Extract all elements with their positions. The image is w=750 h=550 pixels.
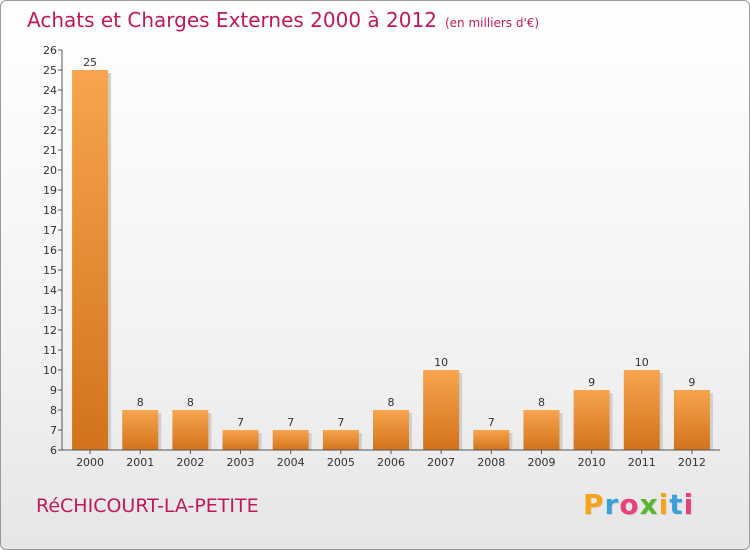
data-label-2000: 25	[83, 56, 97, 69]
bar-2008	[473, 430, 510, 450]
y-tick-label: 8	[50, 404, 57, 417]
logo-letter: r	[604, 488, 620, 521]
x-tick-label: 2011	[628, 456, 656, 469]
bar-2000	[72, 70, 109, 450]
y-tick-label: 7	[50, 424, 57, 437]
y-tick-label: 11	[43, 344, 57, 357]
bar-2003	[222, 430, 259, 450]
chart-title-text: Achats et Charges Externes 2000 à 2012	[27, 8, 437, 32]
y-tick-label: 13	[43, 304, 57, 317]
data-label-2007: 10	[434, 356, 448, 369]
y-tick-label: 9	[50, 384, 57, 397]
bars: 25 8 8 7 7 7 8 10 7 8 9 10 9	[72, 56, 713, 450]
data-label-2009: 8	[538, 396, 545, 409]
y-tick-label: 15	[43, 264, 57, 277]
x-axis: 2000 2001 2002 2003 2004 2005 2006 2007 2008 2009…	[62, 449, 720, 469]
y-tick-label: 17	[43, 224, 57, 237]
x-tick-label: 2007	[427, 456, 455, 469]
y-tick-label: 25	[43, 64, 57, 77]
y-tick-label: 14	[43, 284, 57, 297]
x-tick-label: 2002	[176, 456, 204, 469]
data-label-2002: 8	[187, 396, 194, 409]
x-tick-label: 2003	[227, 456, 255, 469]
y-tick-label: 26	[43, 44, 57, 57]
chart-subtitle: (en milliers d'€)	[444, 16, 540, 30]
logo-letter: i	[683, 488, 695, 521]
proxiti-logo: Proxiti	[583, 488, 694, 521]
y-tick-label: 16	[43, 244, 57, 257]
data-label-2005: 7	[337, 416, 344, 429]
logo-letter: P	[583, 488, 605, 521]
bar-2006	[373, 410, 409, 450]
y-tick-label: 21	[43, 144, 57, 157]
x-tick-label: 2000	[76, 456, 104, 469]
y-tick-label: 20	[43, 164, 57, 177]
bar-2004	[272, 430, 309, 450]
x-tick-label: 2009	[527, 456, 555, 469]
x-tick-label: 2012	[678, 456, 706, 469]
bar-2005	[322, 430, 359, 450]
bar-2001	[122, 410, 159, 450]
logo-letter: o	[619, 488, 640, 521]
logo-letter: x	[639, 488, 659, 521]
bar-2011	[623, 370, 660, 450]
y-tick-label: 24	[43, 84, 57, 97]
bar-2002	[172, 410, 209, 450]
y-tick-label: 6	[50, 444, 57, 457]
data-label-2008: 7	[488, 416, 495, 429]
y-axis: 6 7 8 9 10 11 12 13 14 15 16 17 18 19 20 21 22 23 24 25 26	[43, 44, 63, 457]
data-label-2003: 7	[237, 416, 244, 429]
bar-2007	[423, 370, 460, 450]
bar-2012	[673, 390, 710, 450]
y-tick-label: 10	[43, 364, 57, 377]
data-label-2006: 8	[388, 396, 395, 409]
data-label-2004: 7	[287, 416, 294, 429]
place-name: RéCHICOURT-LA-PETITE	[36, 495, 259, 517]
bar-2009	[523, 410, 560, 450]
logo-letter: i	[658, 488, 670, 521]
y-tick-label: 23	[43, 104, 57, 117]
x-tick-label: 2005	[327, 456, 355, 469]
y-tick-label: 22	[43, 124, 57, 137]
data-label-2011: 10	[635, 356, 649, 369]
data-label-2010: 9	[588, 376, 595, 389]
y-tick-label: 19	[43, 184, 57, 197]
chart-title: Achats et Charges Externes 2000 à 2012 (e…	[27, 8, 539, 32]
bar-2010	[573, 390, 610, 450]
x-tick-label: 2010	[578, 456, 606, 469]
logo-letter: t	[669, 488, 684, 521]
y-tick-label: 18	[43, 204, 57, 217]
y-tick-label: 12	[43, 324, 57, 337]
x-tick-label: 2008	[477, 456, 505, 469]
x-tick-label: 2004	[277, 456, 305, 469]
x-tick-label: 2001	[126, 456, 154, 469]
data-label-2001: 8	[137, 396, 144, 409]
x-tick-label: 2006	[377, 456, 405, 469]
data-label-2012: 9	[688, 376, 695, 389]
